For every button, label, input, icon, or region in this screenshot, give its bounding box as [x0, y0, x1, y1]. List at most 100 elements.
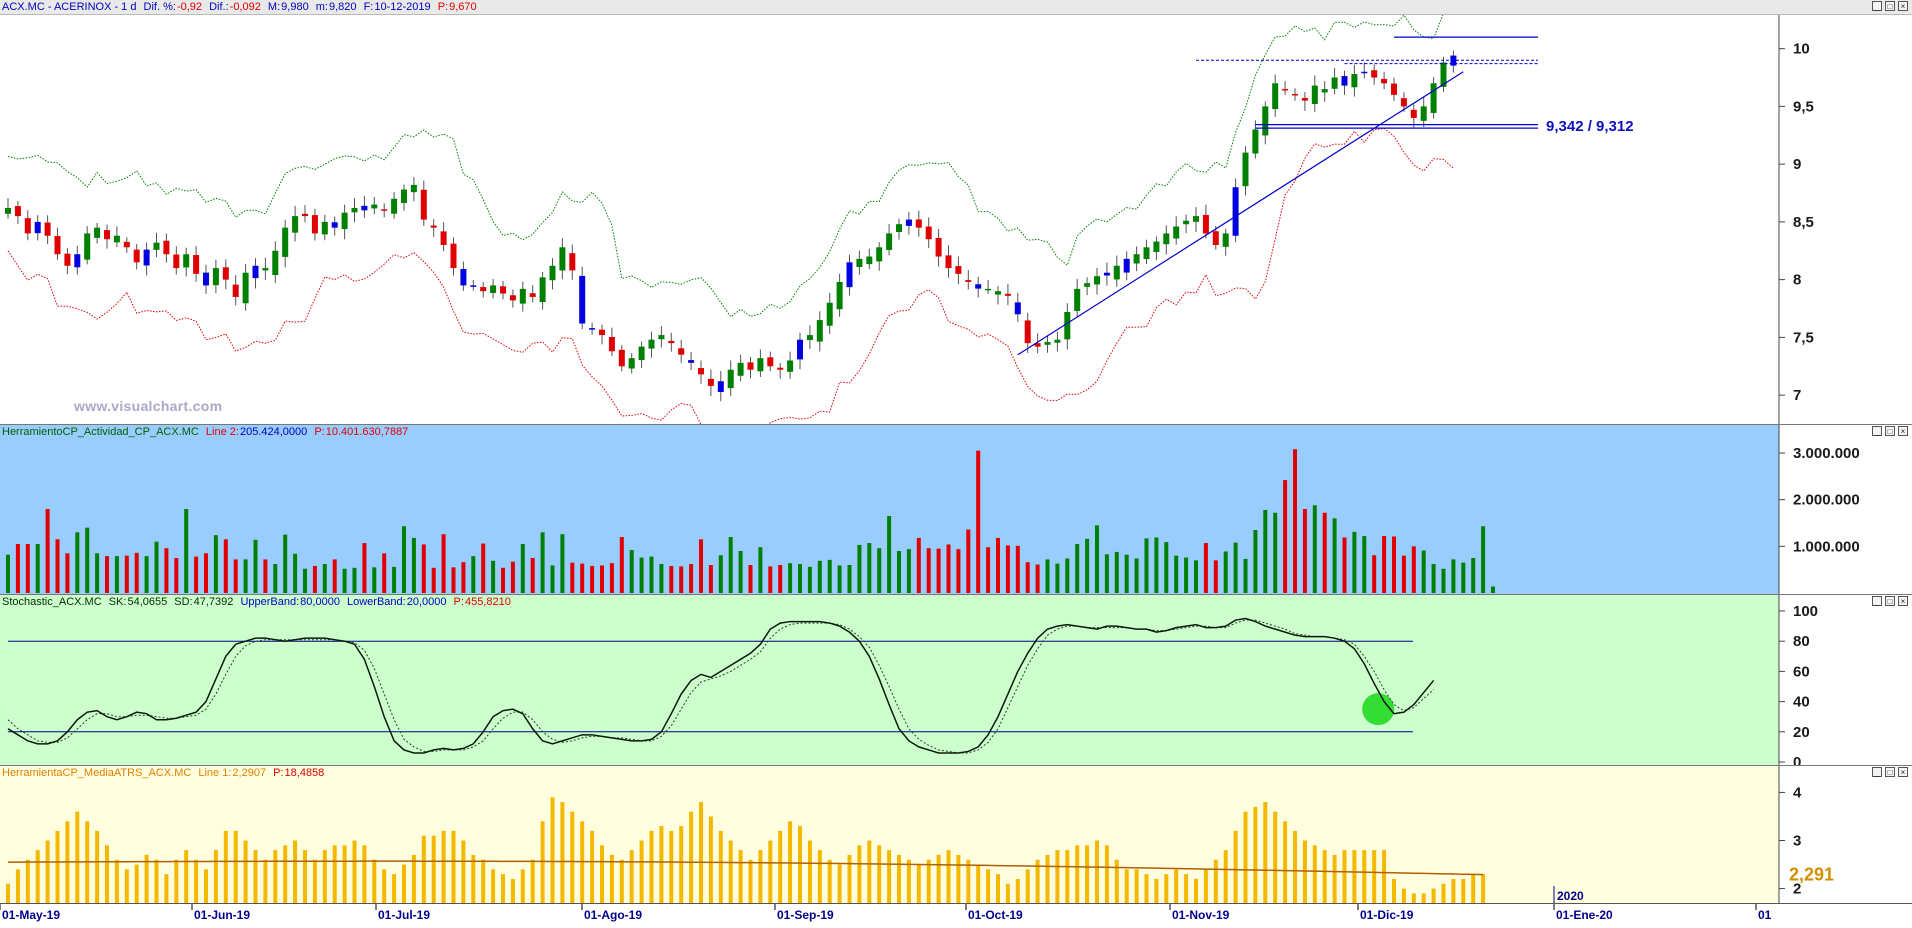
candle [64, 253, 71, 266]
max-value: 9,980 [281, 1, 309, 13]
candle [1301, 98, 1308, 101]
minimize-button[interactable]: _ [1872, 767, 1882, 777]
stochastic-pane[interactable]: Stochastic_ACX.MC SK:54,0655 SD:47,7392 … [0, 594, 1912, 766]
minimize-button[interactable]: _ [1872, 1, 1882, 11]
close-button[interactable]: × [1898, 767, 1908, 777]
atr-last-value: 2,291 [1789, 865, 1834, 885]
atr-bar [124, 869, 129, 903]
candle [1242, 152, 1249, 187]
volume-bar [451, 567, 456, 593]
minimize-button[interactable]: _ [1872, 426, 1882, 436]
minimize-button[interactable]: _ [1872, 596, 1882, 606]
restore-button[interactable]: □ [1885, 767, 1895, 777]
atr-pane[interactable]: HerramientaCP_MediaATRS_ACX.MC Line 1:2,… [0, 765, 1912, 904]
volume-bar [1104, 554, 1109, 593]
x-axis-label: 01-May-19 [2, 908, 60, 922]
volume-bar [1401, 555, 1406, 593]
volume-bar [788, 563, 793, 593]
volume-bar [550, 565, 555, 593]
atr-bar [1075, 845, 1080, 903]
volume-bar [1293, 449, 1297, 593]
sd-line [7, 619, 1434, 754]
atr-bar [441, 830, 446, 903]
volume-bar [560, 534, 565, 593]
volume-bar [431, 567, 436, 593]
close-button[interactable]: × [1898, 1, 1908, 11]
candle [1222, 233, 1229, 247]
volume-bar [629, 550, 634, 593]
candle [272, 250, 279, 276]
axis-background [1779, 425, 1912, 595]
candle [599, 329, 605, 336]
volume-bar [1431, 564, 1436, 593]
atr-bar [233, 830, 238, 903]
atr-header: HerramientaCP_MediaATRS_ACX.MC Line 1:2,… [2, 767, 325, 779]
volume-bar [441, 534, 446, 593]
x-axis-label: 01-Jun-19 [194, 908, 250, 922]
atr-bar [1332, 854, 1337, 903]
x-axis-label: 01-Jul-19 [378, 908, 430, 922]
candle [1400, 98, 1407, 107]
volume-bar [1421, 550, 1426, 593]
restore-button[interactable]: □ [1885, 596, 1895, 606]
volume-bar [817, 560, 822, 593]
atr-bar [1104, 845, 1109, 903]
volume-chart[interactable]: 1.000.000 2.000.000 3.000.000 [0, 425, 1912, 595]
volume-bar [1253, 530, 1258, 593]
volume-bar [1035, 564, 1040, 593]
volume-pane[interactable]: HerramientoCP_Actividad_CP_ACX.MC Line 2… [0, 424, 1912, 595]
candle [500, 286, 506, 294]
atr-bar [649, 830, 654, 903]
atr-bar [1481, 874, 1486, 903]
restore-button[interactable]: □ [1885, 1, 1895, 11]
stochastic-axis-label: 0 [1793, 754, 1801, 766]
atr-bar [1401, 888, 1406, 903]
candle [1311, 85, 1318, 104]
price-pane[interactable]: ACX.MC - ACERINOX - 1 d Dif. %:-0,92 Dif… [0, 0, 1912, 424]
candle [1113, 265, 1120, 280]
candle [826, 302, 833, 326]
volume-bar [95, 553, 100, 593]
price-chart[interactable]: 9,342 / 9,312 7 7,5 8 8,5 9 9,5 10 [0, 0, 1912, 424]
atr-bar [798, 826, 802, 903]
atr-bar [1411, 893, 1416, 903]
close-button[interactable]: × [1898, 596, 1908, 606]
atr-bar [402, 864, 406, 903]
candle [460, 269, 467, 286]
volume-bar [669, 565, 674, 593]
candle [1074, 288, 1081, 311]
volume-bar [65, 553, 70, 593]
volume-bar [243, 559, 248, 593]
candle [242, 272, 249, 304]
restore-button[interactable]: □ [1885, 426, 1895, 436]
volume-bar [283, 534, 288, 593]
stochastic-chart[interactable]: 0 20 40 60 80 100 [0, 595, 1912, 766]
atr-bar [738, 850, 743, 903]
volume-bar [362, 543, 367, 593]
candle [1420, 106, 1427, 121]
atr-bar [956, 854, 961, 903]
volume-bar [1451, 559, 1456, 593]
atr-bar [600, 845, 604, 903]
volume-bar [1124, 554, 1129, 593]
atr-bar [15, 869, 20, 903]
close-button[interactable]: × [1898, 426, 1908, 436]
atr-bar [1184, 874, 1189, 903]
candle [509, 295, 516, 301]
volume-bar [1491, 586, 1495, 593]
volume-bar [194, 556, 199, 593]
volume-bar [1392, 536, 1396, 593]
atr-chart[interactable]: 2 3 4 2,291 2020 [0, 766, 1912, 904]
atr-bar [392, 874, 397, 903]
atr-bar [35, 850, 40, 903]
candle [480, 287, 487, 292]
volume-bar [520, 544, 525, 593]
atr-bar [966, 859, 971, 903]
atr-bar [273, 850, 278, 903]
volume-bar [55, 539, 60, 593]
trend-line [1017, 71, 1464, 356]
atr-bar [1095, 840, 1099, 903]
candle [519, 288, 526, 304]
price-value: 9,670 [449, 1, 477, 13]
candle [232, 284, 239, 297]
